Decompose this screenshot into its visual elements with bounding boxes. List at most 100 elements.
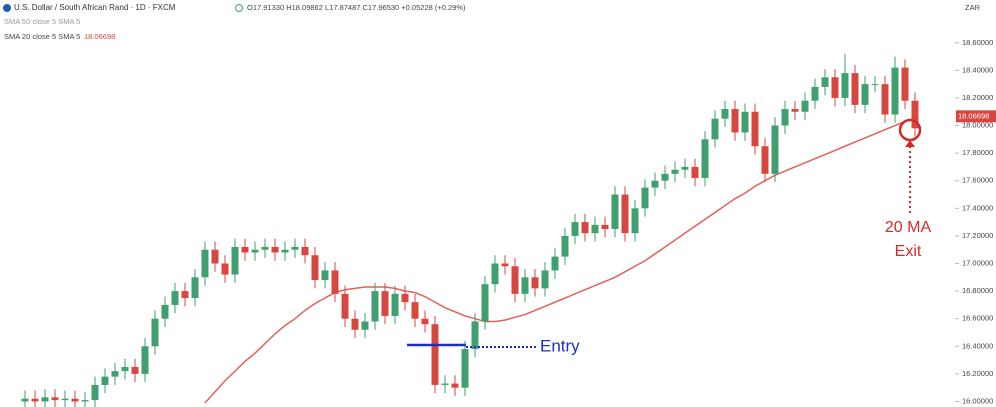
candle-body [211,249,219,264]
candle-body [631,208,639,234]
y-tick-label: 17.00000 [962,258,993,267]
candle-body [341,293,349,319]
candle-body [221,263,229,275]
candle-body [431,324,439,385]
candle-body [71,398,79,402]
sma-line [204,117,916,404]
candle-body [741,111,749,133]
candle-body [861,84,869,105]
candle-body [471,321,479,350]
candle-body [521,277,529,294]
candle-body [691,166,699,178]
candle-body [771,125,779,174]
candle-body [851,73,859,105]
candle-body [721,108,729,119]
candle-body [251,249,259,253]
entry-label: Entry [540,336,580,355]
candle-body [891,67,899,115]
price-badge [956,110,996,123]
exit-label-2: Exit [895,243,922,260]
candle-body [451,383,459,388]
candle-body [791,108,799,112]
candle-body [151,318,159,347]
y-tick-label: 16.20000 [962,369,993,378]
y-tick-label: 16.60000 [962,314,993,323]
candle-body [41,397,49,402]
y-tick-label: 17.20000 [962,231,993,240]
y-tick-label: 17.40000 [962,203,993,212]
candle-body [531,277,539,289]
candle-body [21,398,29,402]
y-tick-label: 18.20000 [962,93,993,102]
indicator-value: 18.06698 [84,32,115,41]
candle-body [881,84,889,115]
plot: 16.00000 16.20000 16.40000 16.60000 16.80000… [21,38,996,407]
candle-body [231,246,239,275]
candle-body [731,108,739,133]
candle-body [171,291,179,305]
y-tick-label: 17.80000 [962,148,993,157]
y-tick-label: 18.60000 [962,38,993,47]
candle-body [291,246,299,250]
candle-body [751,111,759,147]
chart-title: U.S. Dollar / South African Rand · 1D · … [14,3,176,12]
candle-body [781,108,789,126]
candle-body [911,100,919,129]
candle-body [81,400,89,402]
candle-body [661,173,669,181]
candle-body [111,371,119,377]
candle-body [671,169,679,174]
candle-body [311,255,319,281]
candle-body [841,73,849,98]
candle-body [801,100,809,112]
candle-body [411,302,419,319]
candle-body [871,84,879,86]
y-tick-label: 16.00000 [962,396,993,405]
candle-body [481,284,489,322]
candle-body [551,256,559,271]
candle-body [441,383,449,385]
exit-label-1: 20 MA [885,219,932,236]
indicator-2: SMA 20 close 5 SMA 5 [4,32,80,41]
symbol-icon [3,4,11,12]
candle-body [541,270,549,289]
candle-body [901,67,909,101]
candle-body [181,291,189,299]
candle-body [361,321,369,330]
y-tick-label: 18.40000 [962,65,993,74]
candle-body [141,346,149,374]
candle-body [371,291,379,322]
candle-body [651,180,659,188]
candle-body [121,366,129,372]
candle-body [61,398,69,401]
candle-body [601,224,609,230]
candle-body [401,293,409,303]
candle-body [31,398,39,402]
candle-body [821,77,829,87]
candle-body [161,304,169,319]
candle-body [591,224,599,234]
candle-body [301,246,309,256]
ohlc-text: O17.91330 H18.09862 L17.87487 C17.96530 … [247,3,466,12]
candle-body [761,146,769,174]
candle-body [811,86,819,101]
candle-body [281,249,289,253]
price-badge-label: 18.06698 [958,111,989,120]
candle-body [701,139,709,178]
candle-body [321,270,329,281]
candle-body [261,246,269,250]
candle-body [51,397,59,401]
candle-body [391,293,399,316]
candle-body [611,194,619,230]
status-dot [235,4,243,12]
candle-body [421,318,429,325]
candle-body [101,376,109,385]
candle-body [831,77,839,98]
indicator-1: SMA 50 close 5 SMA 5 [4,17,80,26]
candle-body [201,249,209,278]
candle-body [681,166,689,170]
candle-body [381,291,389,316]
candle-body [131,366,139,374]
candle-body [581,222,589,234]
